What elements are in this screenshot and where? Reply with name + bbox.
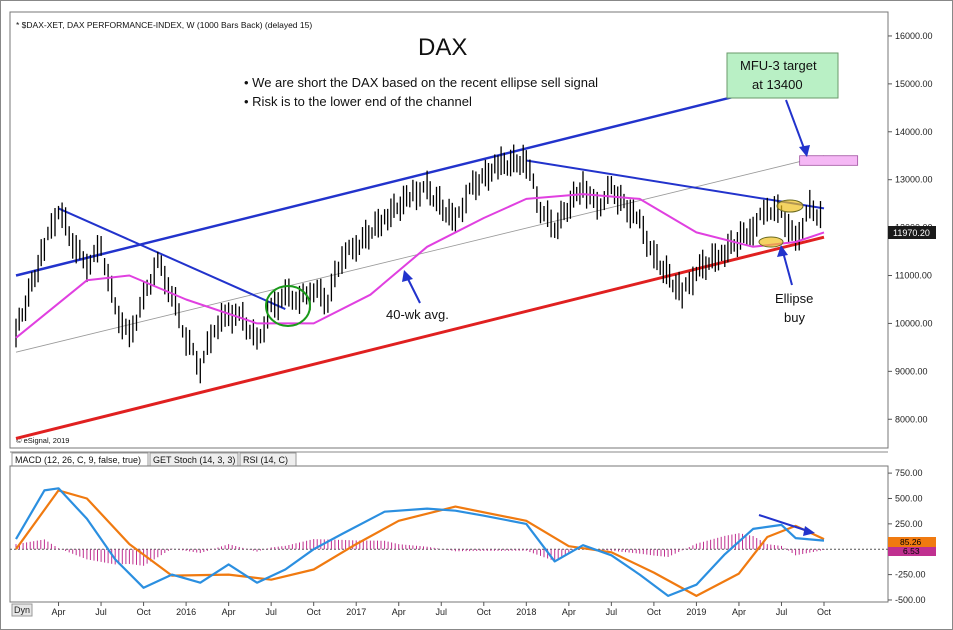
ellipse-label-1: Ellipse [775,291,813,306]
macd-y-tick-label: 500.00 [895,493,923,503]
x-tick-label: Jul [606,607,618,617]
price-y-tick-label: 11000.00 [895,271,932,281]
ma-arrow [402,270,421,304]
ellipse-label-2: buy [784,310,805,325]
macd-y-tick-label: -250.00 [895,570,926,580]
target-box-bg [726,52,839,99]
x-tick-label: Oct [307,607,322,617]
x-tick-label: Jul [95,607,107,617]
window-header: * $DAX-XET, DAX PERFORMANCE-INDEX, W (10… [16,20,312,30]
macd-plot [15,487,825,598]
price-y-tick-label: 8000.00 [895,414,928,424]
copyright: © eSignal, 2019 [16,436,69,445]
price-y-tick-label: 13000.00 [895,175,933,185]
trendline-2015 [58,207,286,311]
target-box-line-1: MFU-3 target [740,58,817,73]
x-tick-label: Apr [222,607,236,617]
price-y-tick-label: 16000.00 [895,31,933,41]
ma40-line [15,193,825,339]
tab-stoch-label: GET Stoch (14, 3, 3) [153,455,235,465]
x-tick-label: 2016 [176,607,196,617]
tab-macd-label: MACD (12, 26, C, 9, false, true) [15,455,141,465]
x-tick-label: Oct [137,607,152,617]
tab-rsi-label: RSI (14, C) [243,455,288,465]
x-tick-label: Apr [52,607,66,617]
dyn-button-label: Dyn [14,605,30,615]
x-tick-label: Apr [392,607,406,617]
macd-line [15,487,825,598]
ellipse-arrow [777,245,793,286]
target-box-line-2: at 13400 [752,77,803,92]
price-bars [15,144,822,384]
signal-value: 6.53 [903,546,920,556]
macd-y-axis: 750.00 500.00 250.00 -250.00 -500.00 [888,468,926,605]
chart-title: DAX [418,34,467,61]
bullet-2: • Risk is to the lower end of the channe… [244,94,472,109]
macd-value-badges: 85.26 6.53 [888,537,936,556]
bullet-1: • We are short the DAX based on the rece… [244,75,598,90]
tab-rsi[interactable]: RSI (14, C) [239,452,297,467]
x-tick-label: Oct [477,607,492,617]
ma-label: 40-wk avg. [386,307,449,322]
target-arrow [785,99,810,157]
upper-channel-line [15,73,825,277]
macd-y-tick-label: -500.00 [895,595,926,605]
x-axis: Apr Jul Oct 2016 Apr Jul Oct 2017 Apr Jul Oct 2018 A… [52,602,832,617]
target-box: MFU-3 target at 13400 [726,52,839,99]
x-tick-label: Apr [562,607,576,617]
price-y-tick-label: 15000.00 [895,79,933,89]
x-tick-label: Jul [776,607,788,617]
target-zone [799,155,859,166]
x-tick-label: Jul [436,607,448,617]
dyn-button[interactable] [11,603,33,617]
x-tick-label: 2017 [346,607,366,617]
x-tick-label: Oct [817,607,832,617]
green-ellipse-marker [265,285,311,327]
last-price-badge: 11970.20 [888,226,936,239]
sell-ellipse-marker [776,199,804,213]
price-y-tick-label: 9000.00 [895,366,928,376]
tab-stoch[interactable]: GET Stoch (14, 3, 3) [149,452,239,467]
tab-macd[interactable]: MACD (12, 26, C, 9, false, true) [11,452,149,467]
macd-y-tick-label: 250.00 [895,519,923,529]
buy-ellipse-marker [758,236,784,248]
x-tick-label: Jul [265,607,277,617]
macd-value: 85.26 [900,537,922,547]
lower-channel-line [15,235,825,440]
price-plot [15,73,859,440]
macd-y-tick-label: 750.00 [895,468,923,478]
indicator-tabs: MACD (12, 26, C, 9, false, true) GET Sto… [11,452,297,467]
price-y-tick-label: 14000.00 [895,127,933,137]
last-price-value: 11970.20 [893,228,930,238]
x-tick-label: Oct [647,607,662,617]
x-tick-label: Apr [732,607,746,617]
x-tick-label: 2019 [686,607,706,617]
macd-signal-line [15,489,825,598]
price-y-tick-label: 10000.00 [895,318,933,328]
macd-arrow [758,514,815,536]
x-tick-label: 2018 [516,607,536,617]
